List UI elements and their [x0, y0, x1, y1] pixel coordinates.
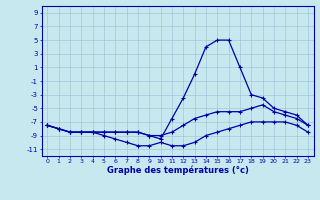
X-axis label: Graphe des températures (°c): Graphe des températures (°c)	[107, 166, 249, 175]
